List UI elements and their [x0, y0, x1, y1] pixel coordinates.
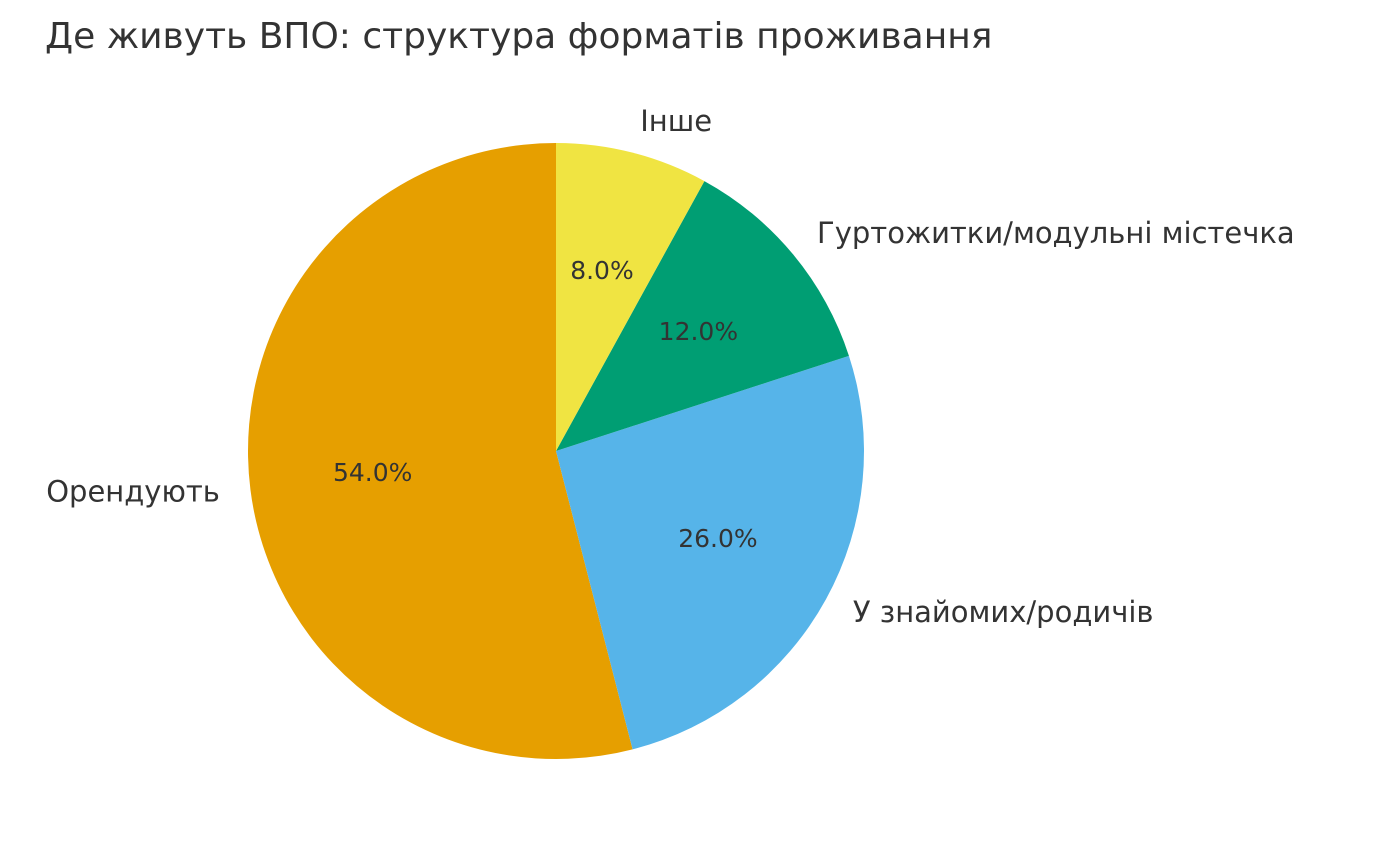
slice-label: Гуртожитки/модульні містечка — [817, 216, 1295, 250]
value-label: 54.0% — [333, 458, 412, 487]
slice-label: Інше — [640, 104, 712, 138]
slice-label: Орендують — [46, 474, 220, 508]
pie-slice — [248, 143, 633, 759]
value-label: 12.0% — [659, 317, 738, 346]
value-label: 26.0% — [678, 524, 757, 553]
pie-slice — [556, 181, 849, 452]
chart-title: Де живуть ВПО: структура форматів прожив… — [45, 16, 992, 57]
slice-label: У знайомих/родичів — [853, 595, 1154, 629]
value-label: 8.0% — [570, 256, 634, 285]
pie-slice — [556, 143, 705, 451]
pie-slice — [556, 355, 864, 750]
